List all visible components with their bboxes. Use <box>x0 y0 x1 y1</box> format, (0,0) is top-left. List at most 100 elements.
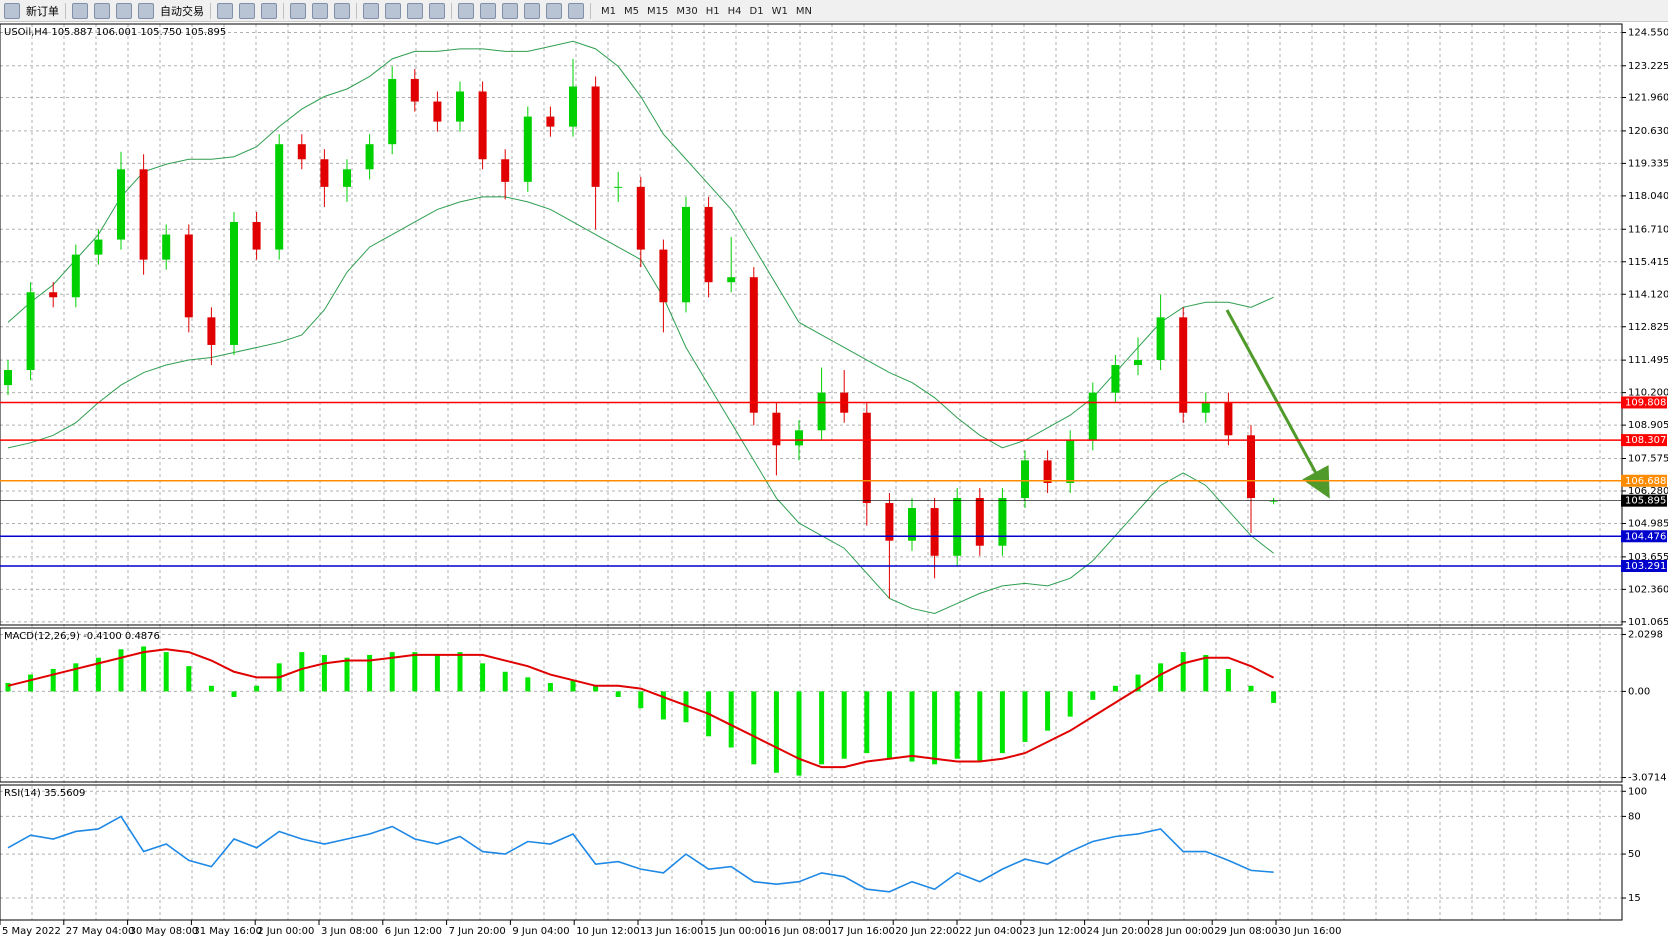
level-label-bg <box>1621 434 1667 447</box>
icon[interactable] <box>72 2 88 19</box>
macd-bar <box>1158 663 1164 692</box>
timeframe-button[interactable]: H4 <box>727 6 742 17</box>
panel-border <box>0 23 1623 626</box>
candle-body <box>71 254 80 298</box>
candle-body <box>795 430 803 446</box>
macd-bar <box>728 691 734 748</box>
macd-bar <box>1135 674 1141 692</box>
timeframe-button[interactable]: M15 <box>647 6 669 17</box>
x-tick-label: 20 Jun 22:00 <box>895 926 959 937</box>
separator <box>210 2 211 19</box>
icon[interactable] <box>94 2 110 19</box>
icon[interactable] <box>116 2 132 19</box>
timeframe-button[interactable]: D1 <box>749 6 764 17</box>
candle-body <box>998 498 1007 546</box>
timeframe-button[interactable]: M30 <box>676 6 698 17</box>
auto-trading-button[interactable]: 自动交易 <box>160 4 204 18</box>
icon[interactable] <box>385 2 401 19</box>
icon[interactable] <box>239 2 255 19</box>
icon[interactable] <box>217 2 233 19</box>
level-label: 103.291 <box>1625 561 1666 572</box>
macd-bar <box>502 671 508 692</box>
y-tick-label: 0.00 <box>1628 686 1650 697</box>
timeframe-button[interactable]: W1 <box>771 6 788 17</box>
icon[interactable] <box>312 2 328 19</box>
candle-body <box>749 277 758 413</box>
x-tick-label: 16 Jun 08:00 <box>768 926 832 937</box>
macd-bar <box>1271 691 1277 703</box>
macd-bar <box>141 646 147 692</box>
macd-bar <box>999 691 1005 754</box>
y-tick-label: 111.495 <box>1628 355 1668 366</box>
x-tick-label: 27 May 04:00 <box>66 926 135 937</box>
y-tick-label: 104.985 <box>1628 518 1668 529</box>
y-tick-label: 50 <box>1628 849 1641 860</box>
timeframe-bar: M1 M5 M15 M30 H1 H4 D1 W1 MN <box>597 4 816 17</box>
macd-bar <box>977 691 983 762</box>
icon[interactable] <box>4 2 20 19</box>
candle-body <box>501 159 510 182</box>
timeframe-button[interactable]: M5 <box>624 6 639 17</box>
timeframe-button[interactable]: MN <box>795 6 812 17</box>
candle-body <box>252 221 261 250</box>
icon[interactable] <box>524 2 540 19</box>
candle-body <box>546 116 555 127</box>
y-tick-label: 124.550 <box>1628 28 1668 39</box>
candle-body <box>26 292 35 371</box>
icon[interactable] <box>138 2 154 19</box>
panel-title: USOil,H4 105.887 106.001 105.750 105.895 <box>4 27 226 38</box>
candle-body <box>184 234 193 318</box>
icon[interactable] <box>546 2 562 19</box>
icon[interactable] <box>290 2 306 19</box>
macd-bar <box>231 691 237 698</box>
candle-body <box>975 498 984 546</box>
level-label-bg <box>1621 560 1667 573</box>
timeframe-button[interactable]: M1 <box>601 6 616 17</box>
icon[interactable] <box>334 2 350 19</box>
candle-body <box>275 144 284 250</box>
icon[interactable] <box>407 2 423 19</box>
candle-body <box>930 508 939 556</box>
timeframe-button[interactable]: H1 <box>705 6 720 17</box>
macd-bar <box>864 691 870 754</box>
icon[interactable] <box>502 2 518 19</box>
x-tick-label: 9 Jun 04:00 <box>512 926 569 937</box>
macd-bar <box>5 682 11 692</box>
candle-body <box>1247 435 1255 499</box>
y-tick-label: 123.225 <box>1628 61 1668 72</box>
candle-body <box>885 503 894 541</box>
new-order-button[interactable]: 新订单 <box>26 4 59 18</box>
icon[interactable] <box>458 2 474 19</box>
icon[interactable] <box>568 2 584 19</box>
macd-bar <box>389 652 395 692</box>
x-tick-label: 23 Jun 12:00 <box>1023 926 1087 937</box>
icon[interactable] <box>261 2 277 19</box>
candle-body <box>4 370 12 386</box>
candle-body <box>1066 440 1075 483</box>
separator <box>590 2 591 19</box>
separator <box>451 2 452 19</box>
candle-body <box>365 144 374 170</box>
y-tick-label: 101.065 <box>1628 617 1668 628</box>
macd-bar <box>638 691 644 709</box>
chart: 124.550 123.225 121.960 120.630 119.335 118.0… <box>0 23 1668 937</box>
candle-body <box>591 86 600 187</box>
x-tick-label: 24 Jun 20:00 <box>1087 926 1151 937</box>
icon[interactable] <box>363 2 379 19</box>
y-tick-label: 119.335 <box>1628 158 1668 169</box>
y-tick-label: 107.575 <box>1628 454 1668 465</box>
x-tick-label: 2 Jun 00:00 <box>257 926 314 937</box>
y-tick-label: 120.630 <box>1628 126 1668 137</box>
y-tick-label: 110.200 <box>1628 388 1668 399</box>
icon[interactable] <box>480 2 496 19</box>
macd-bar <box>50 668 56 692</box>
macd-bar <box>208 685 214 692</box>
macd-bar <box>1203 654 1209 692</box>
x-tick-label: 31 May 16:00 <box>193 926 262 937</box>
candle-body <box>49 292 58 298</box>
y-tick-label: 116.710 <box>1628 224 1668 235</box>
y-tick-label: 115.415 <box>1628 257 1668 268</box>
candle-body <box>343 169 351 187</box>
icon[interactable] <box>429 2 445 19</box>
